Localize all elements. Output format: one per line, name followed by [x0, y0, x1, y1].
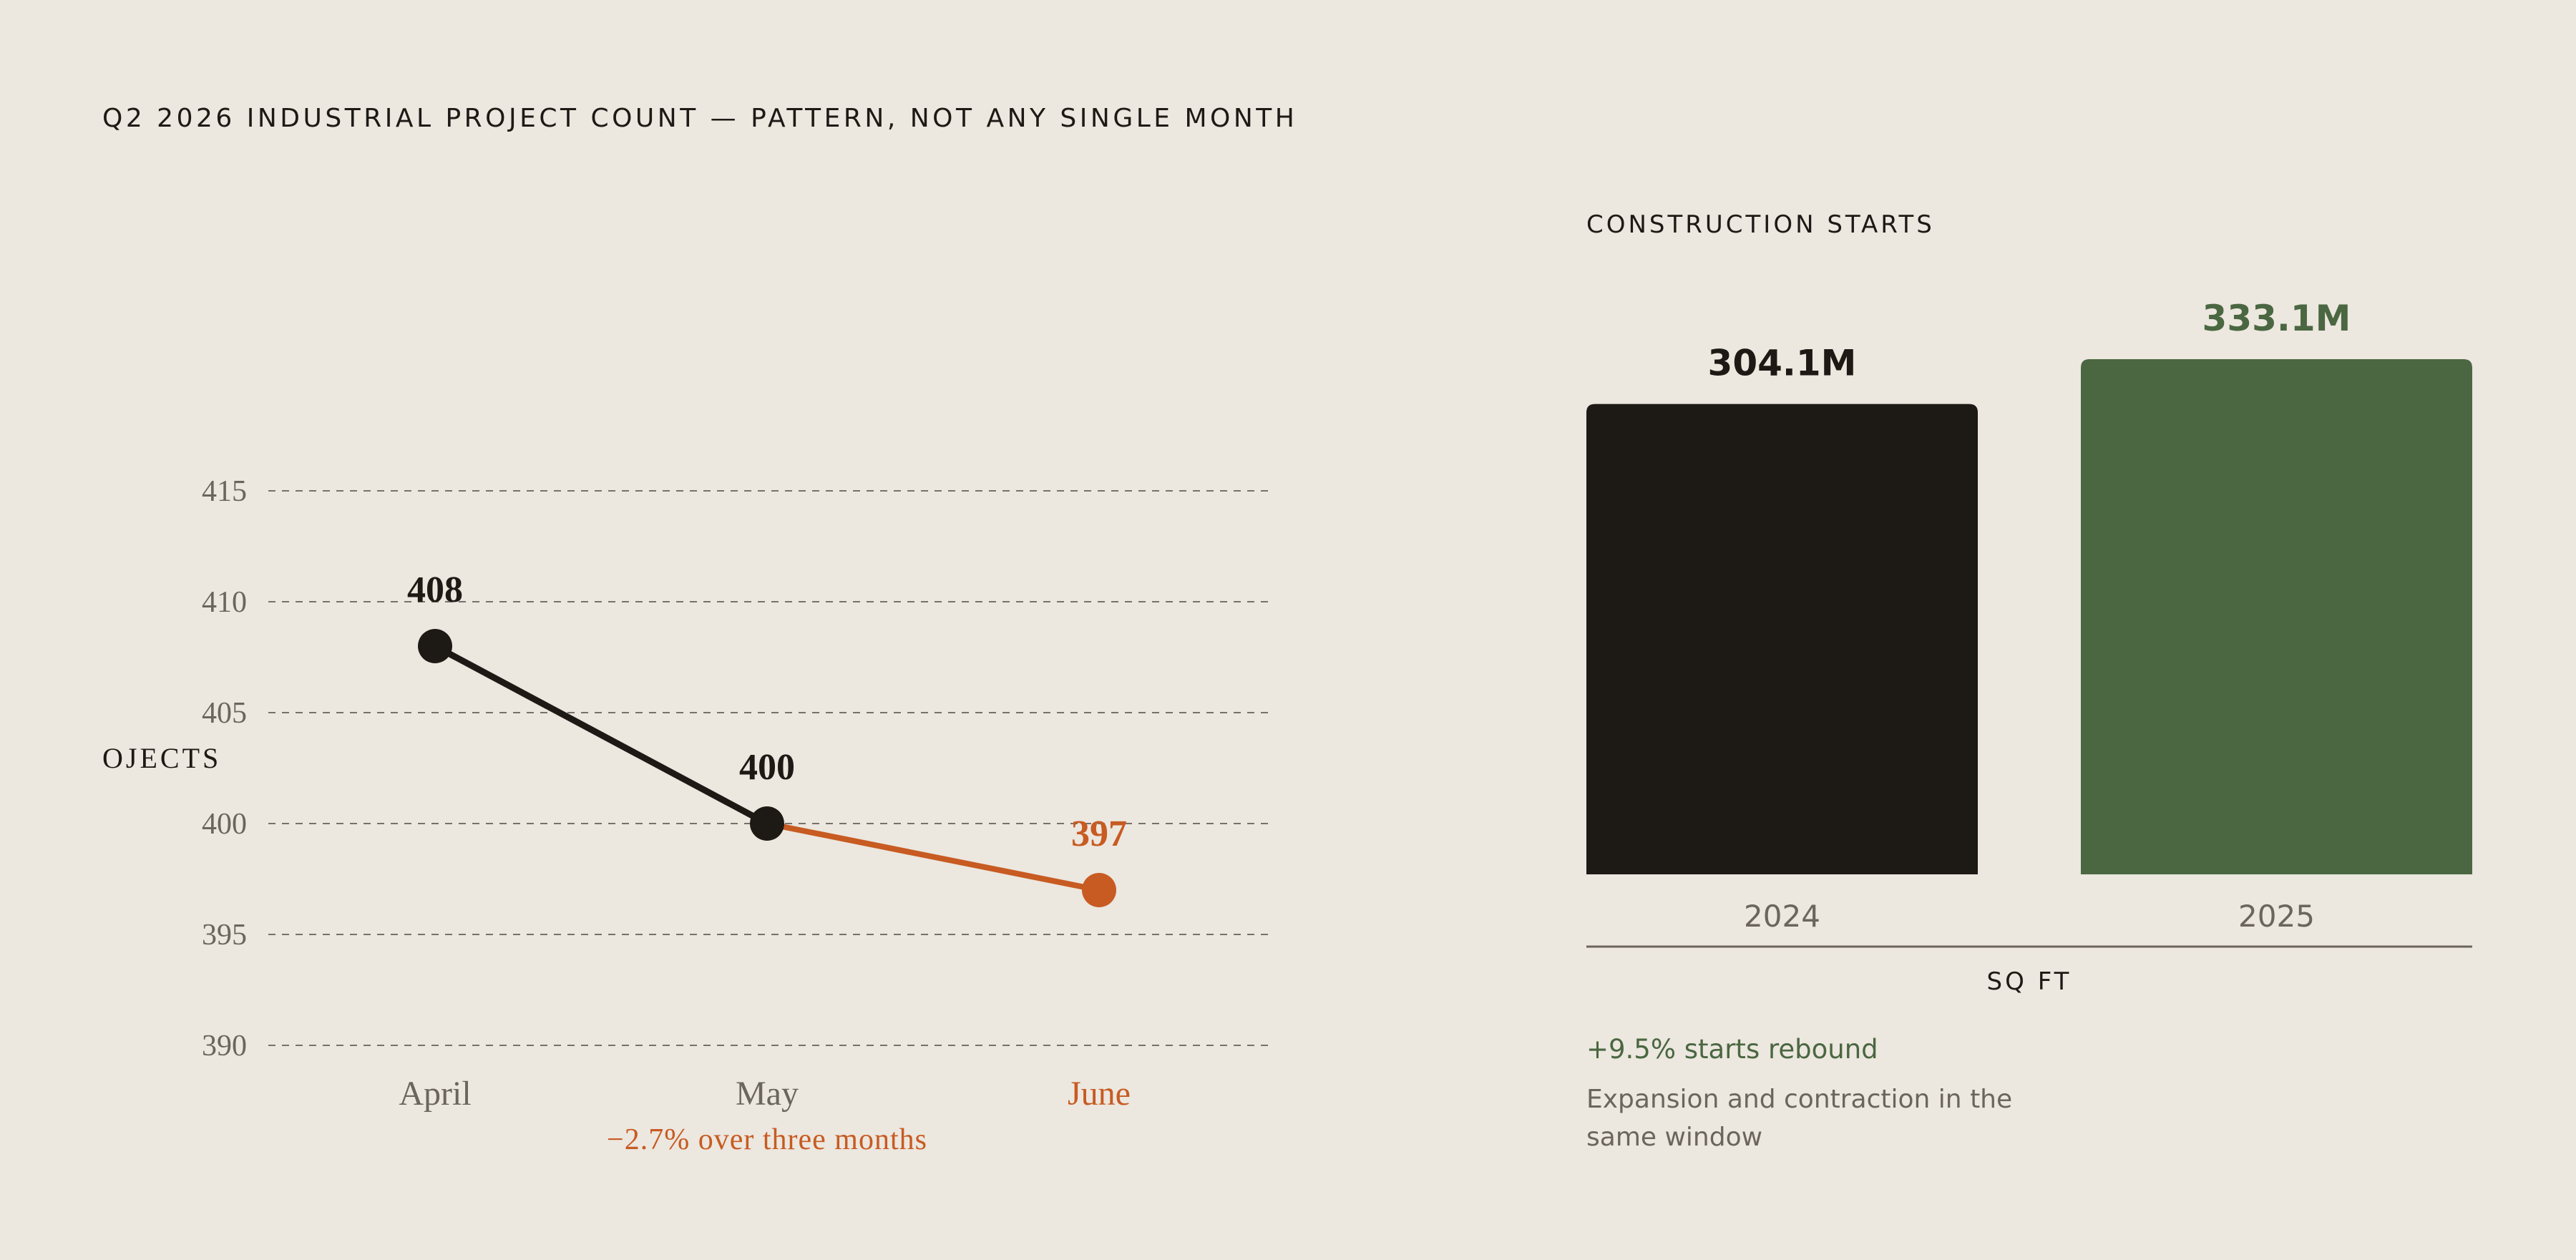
bar-value-label: 333.1M	[2202, 298, 2351, 339]
callout-body: Expansion and contraction in the same wi…	[1586, 1085, 2013, 1152]
bar	[1586, 404, 1978, 874]
y-axis-label: OJECTS	[102, 742, 221, 774]
highlight-segment	[764, 821, 1102, 893]
x-tick-label: June	[1068, 1075, 1131, 1113]
series-segment	[431, 643, 771, 827]
bar-value-label: 304.1M	[1708, 343, 1857, 384]
line-chart: 390 395 400 405 410 415 OJECTS 408 400 397 April Ma…	[102, 475, 1268, 1156]
data-label: 397	[1071, 814, 1127, 854]
annotation: −2.7% over three months	[607, 1123, 927, 1156]
chart-title: Q2 2026 INDUSTRIAL PROJECT COUNT — PATTE…	[102, 104, 1298, 133]
y-tick-label: 400	[202, 808, 247, 841]
x-tick-label: 2024	[1744, 899, 1820, 934]
callout-title: +9.5% starts rebound	[1586, 1034, 1878, 1065]
bar-chart-title: CONSTRUCTION STARTS	[1586, 210, 1935, 239]
data-point	[1082, 873, 1116, 907]
x-tick-label: May	[736, 1075, 799, 1113]
x-axis-label: SQ FT	[1987, 967, 2072, 996]
data-point	[750, 806, 784, 841]
x-tick-label: 2025	[2238, 899, 2315, 934]
y-tick-label: 410	[202, 586, 247, 619]
y-tick-label: 395	[202, 919, 247, 952]
data-label: 408	[407, 570, 463, 610]
data-point	[418, 629, 452, 663]
bar-chart: CONSTRUCTION STARTS 304.1M 2024 333.1M 2025 S…	[1586, 210, 2472, 996]
y-tick-label: 405	[202, 697, 247, 730]
data-label: 400	[739, 747, 795, 788]
y-tick-label: 415	[202, 475, 247, 508]
bar	[2081, 359, 2472, 874]
y-tick-label: 390	[202, 1030, 247, 1063]
x-tick-label: April	[399, 1075, 471, 1113]
